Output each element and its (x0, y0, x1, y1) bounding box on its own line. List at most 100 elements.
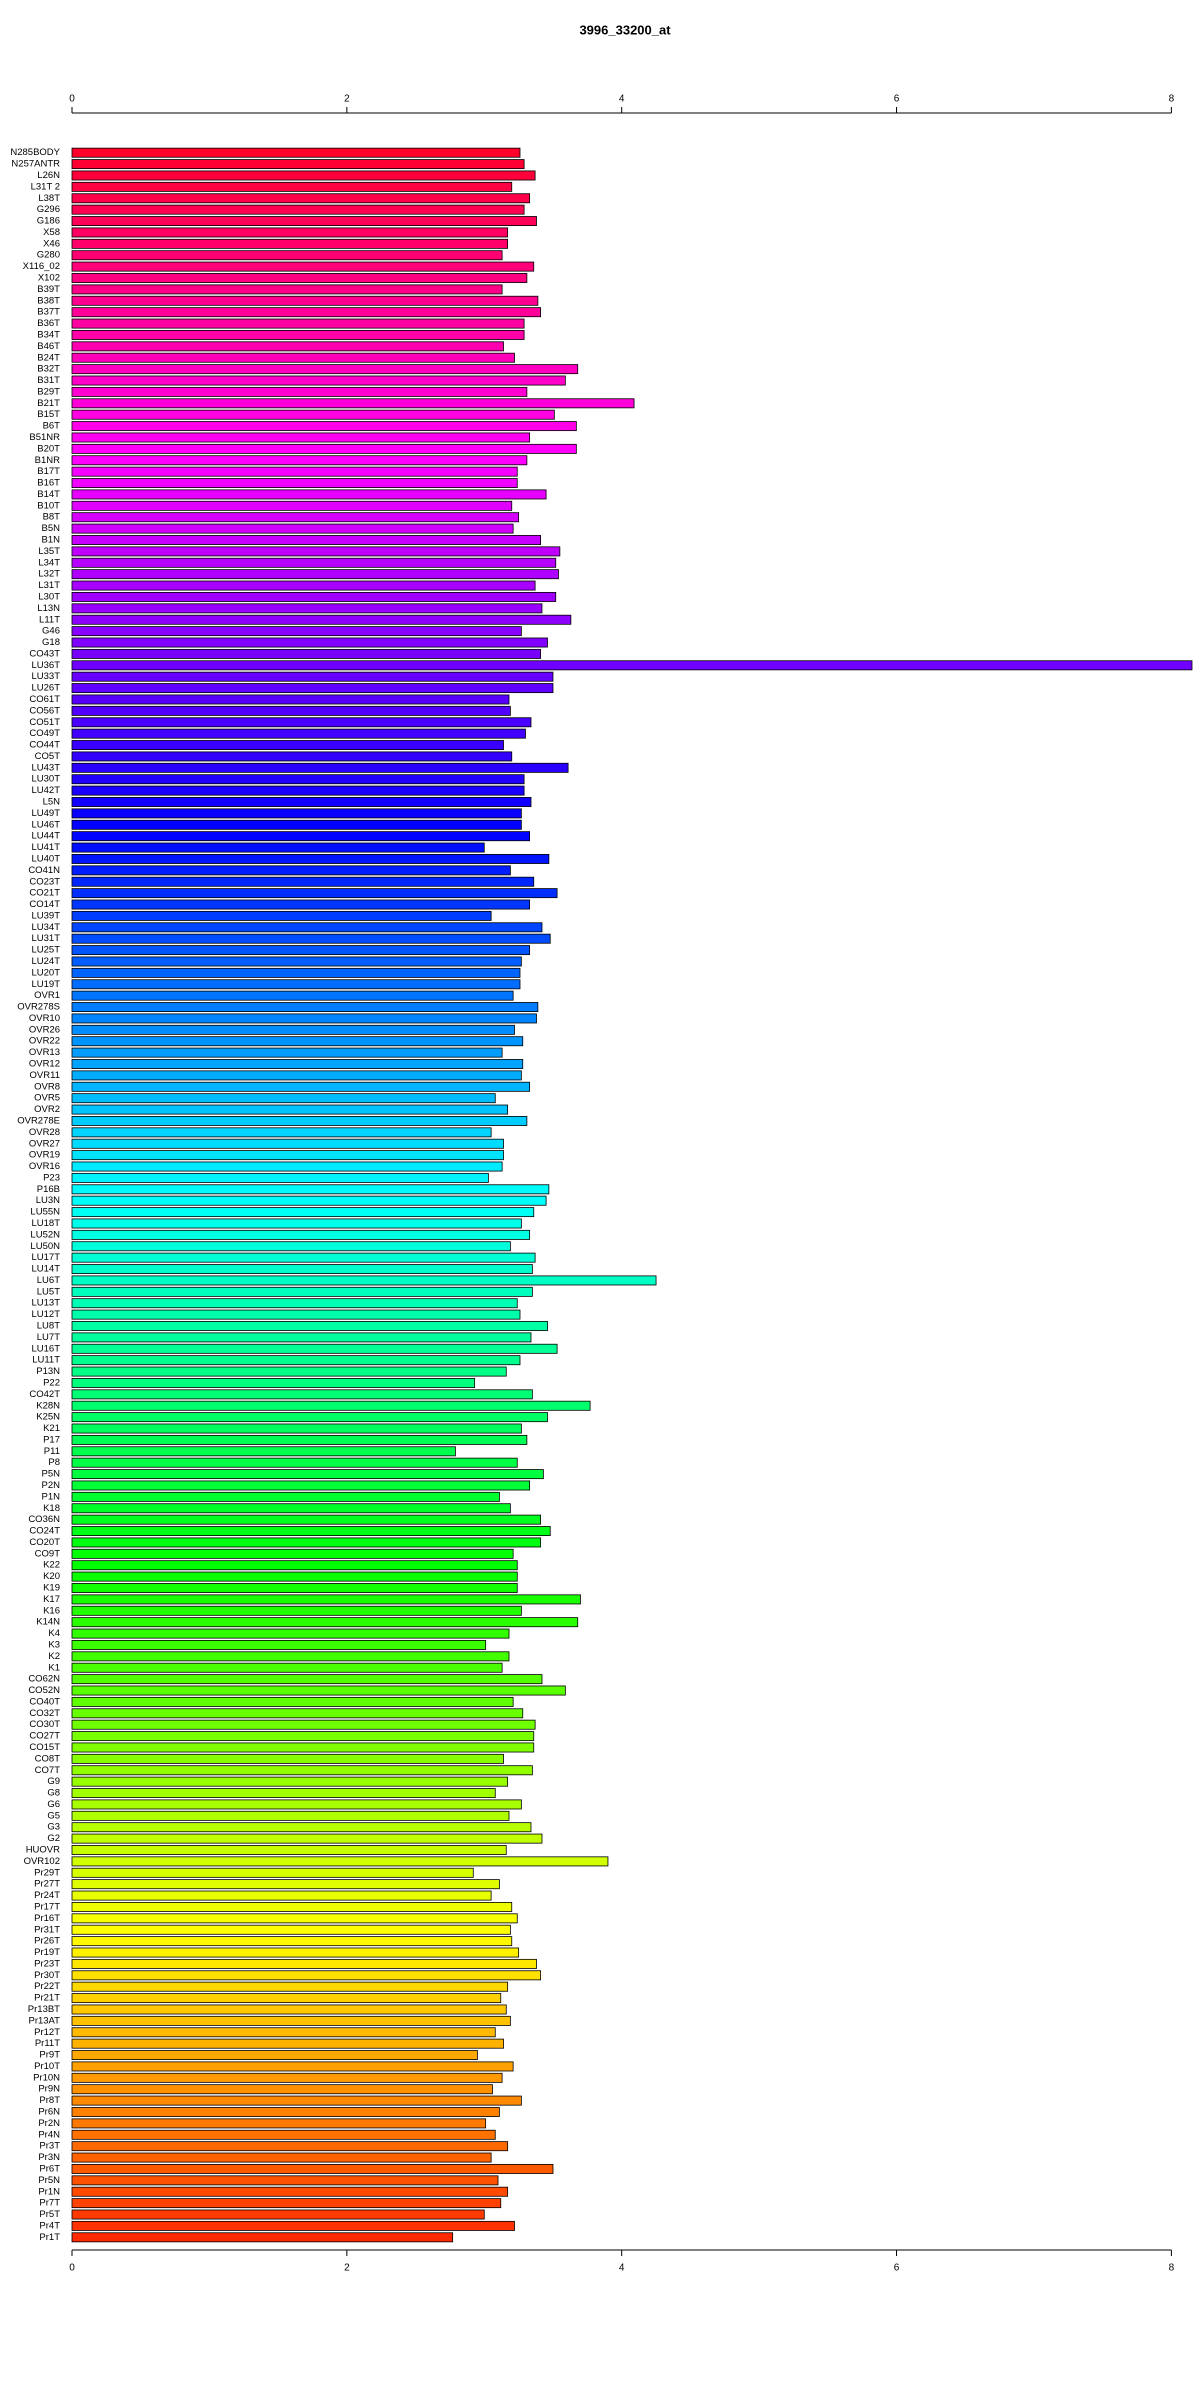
bar (71, 170, 536, 181)
y-tick-label: K21 (43, 1423, 60, 1434)
y-tick-label: K16 (43, 1605, 60, 1616)
bar (71, 1480, 531, 1491)
y-tick-label: L5N (43, 797, 61, 808)
y-tick-label: L34T (38, 557, 60, 568)
y-tick-label: Pr9T (39, 2050, 60, 2061)
y-tick-label: Pr16T (34, 1913, 60, 1924)
bar (71, 352, 515, 363)
y-tick-label: OVR28 (29, 1127, 60, 1138)
y-tick-label: Pr7T (39, 2198, 60, 2209)
bar (71, 1662, 503, 1673)
y-tick-label: B1NR (35, 455, 60, 466)
y-tick-label: K22 (43, 1560, 60, 1571)
y-tick-label: L26N (37, 170, 60, 181)
bar (71, 1526, 551, 1536)
y-tick-label: OVR16 (29, 1161, 60, 1172)
bar (71, 2038, 504, 2049)
bar (71, 398, 635, 409)
bar (71, 888, 558, 899)
bar (71, 489, 547, 500)
bar (71, 854, 550, 864)
y-tick-label: Pr2N (38, 2118, 60, 2129)
bar (71, 375, 566, 386)
y-tick-label: K1 (48, 1662, 60, 1673)
x-tick-label: 6 (894, 2263, 900, 2274)
y-tick-label: CO44T (29, 740, 60, 751)
bar (71, 1127, 492, 1138)
bar (71, 2061, 514, 2072)
y-tick-label: Pr21T (34, 1993, 60, 2004)
bar (71, 1286, 533, 1297)
bar (71, 614, 572, 625)
y-tick-label: LU7T (37, 1332, 60, 1343)
y-tick-label: G186 (37, 216, 60, 227)
y-tick-label: K28N (36, 1400, 60, 1411)
y-tick-label: K25N (36, 1412, 60, 1423)
y-tick-label: G18 (42, 637, 60, 648)
y-tick-label: CO32T (29, 1708, 60, 1719)
y-tick-label: B29T (37, 386, 60, 397)
bar (71, 1981, 509, 1992)
bar (71, 1332, 532, 1343)
bar (71, 1309, 521, 1320)
y-tick-label: Pr29T (34, 1867, 60, 1878)
bar (71, 193, 531, 204)
bar (71, 147, 521, 158)
y-tick-label: N257ANTR (11, 159, 60, 170)
y-tick-label: B20T (37, 443, 60, 454)
y-tick-label: LU36T (31, 660, 60, 671)
y-tick-label: LU16T (31, 1343, 60, 1354)
y-tick-label: G6 (47, 1799, 60, 1810)
bar (71, 238, 509, 249)
bar (71, 535, 542, 545)
y-tick-label: OVR10 (29, 1013, 60, 1024)
bar (71, 2141, 509, 2152)
y-tick-label: X46 (43, 238, 60, 249)
y-tick-label: L11T (39, 614, 60, 625)
y-tick-label: B14T (37, 489, 60, 500)
bar (71, 1013, 537, 1024)
y-tick-label: G2 (47, 1833, 60, 1844)
y-tick-label: B38T (37, 295, 60, 306)
bar (71, 2232, 454, 2243)
bar (71, 1845, 507, 1855)
bar (71, 2027, 496, 2038)
bar (71, 1218, 522, 1229)
bar (71, 580, 536, 591)
y-tick-label: G46 (42, 626, 60, 637)
y-tick-label: Pr22T (34, 1981, 60, 1992)
y-tick-label: G9 (47, 1776, 60, 1787)
bar (71, 2152, 492, 2163)
y-tick-label: Pr3N (38, 2152, 60, 2163)
y-tick-label: L38T (38, 193, 60, 204)
y-tick-label: OVR19 (29, 1150, 60, 1161)
bar (71, 1685, 566, 1696)
y-tick-label: X58 (43, 227, 60, 238)
y-tick-label: LU25T (31, 945, 60, 956)
bar (71, 808, 522, 819)
y-tick-label: Pr6N (38, 2107, 60, 2118)
y-tick-label: OVR102 (24, 1856, 60, 1867)
bar (71, 1970, 542, 1981)
y-tick-label: B1N (42, 535, 61, 546)
y-tick-label: P2N (42, 1480, 61, 1491)
y-tick-label: OVR12 (29, 1059, 60, 1070)
y-tick-label: B10T (37, 500, 60, 511)
y-tick-label: L35T (38, 546, 60, 557)
bar (71, 922, 543, 933)
y-tick-label: Pr24T (34, 1890, 60, 1901)
bar (71, 455, 528, 466)
bar (71, 2198, 502, 2209)
y-tick-label: Pr26T (34, 1936, 60, 1947)
bar (71, 1947, 520, 1958)
bar (71, 1036, 524, 1047)
y-tick-label: P17 (43, 1434, 60, 1445)
y-tick-label: LU14T (31, 1264, 60, 1275)
bar (71, 842, 485, 853)
bar (71, 1753, 504, 1764)
y-tick-label: P8 (48, 1457, 60, 1468)
y-tick-label: CO15T (29, 1742, 60, 1753)
bar (71, 762, 569, 773)
bar (71, 1423, 522, 1434)
bar (71, 774, 525, 785)
